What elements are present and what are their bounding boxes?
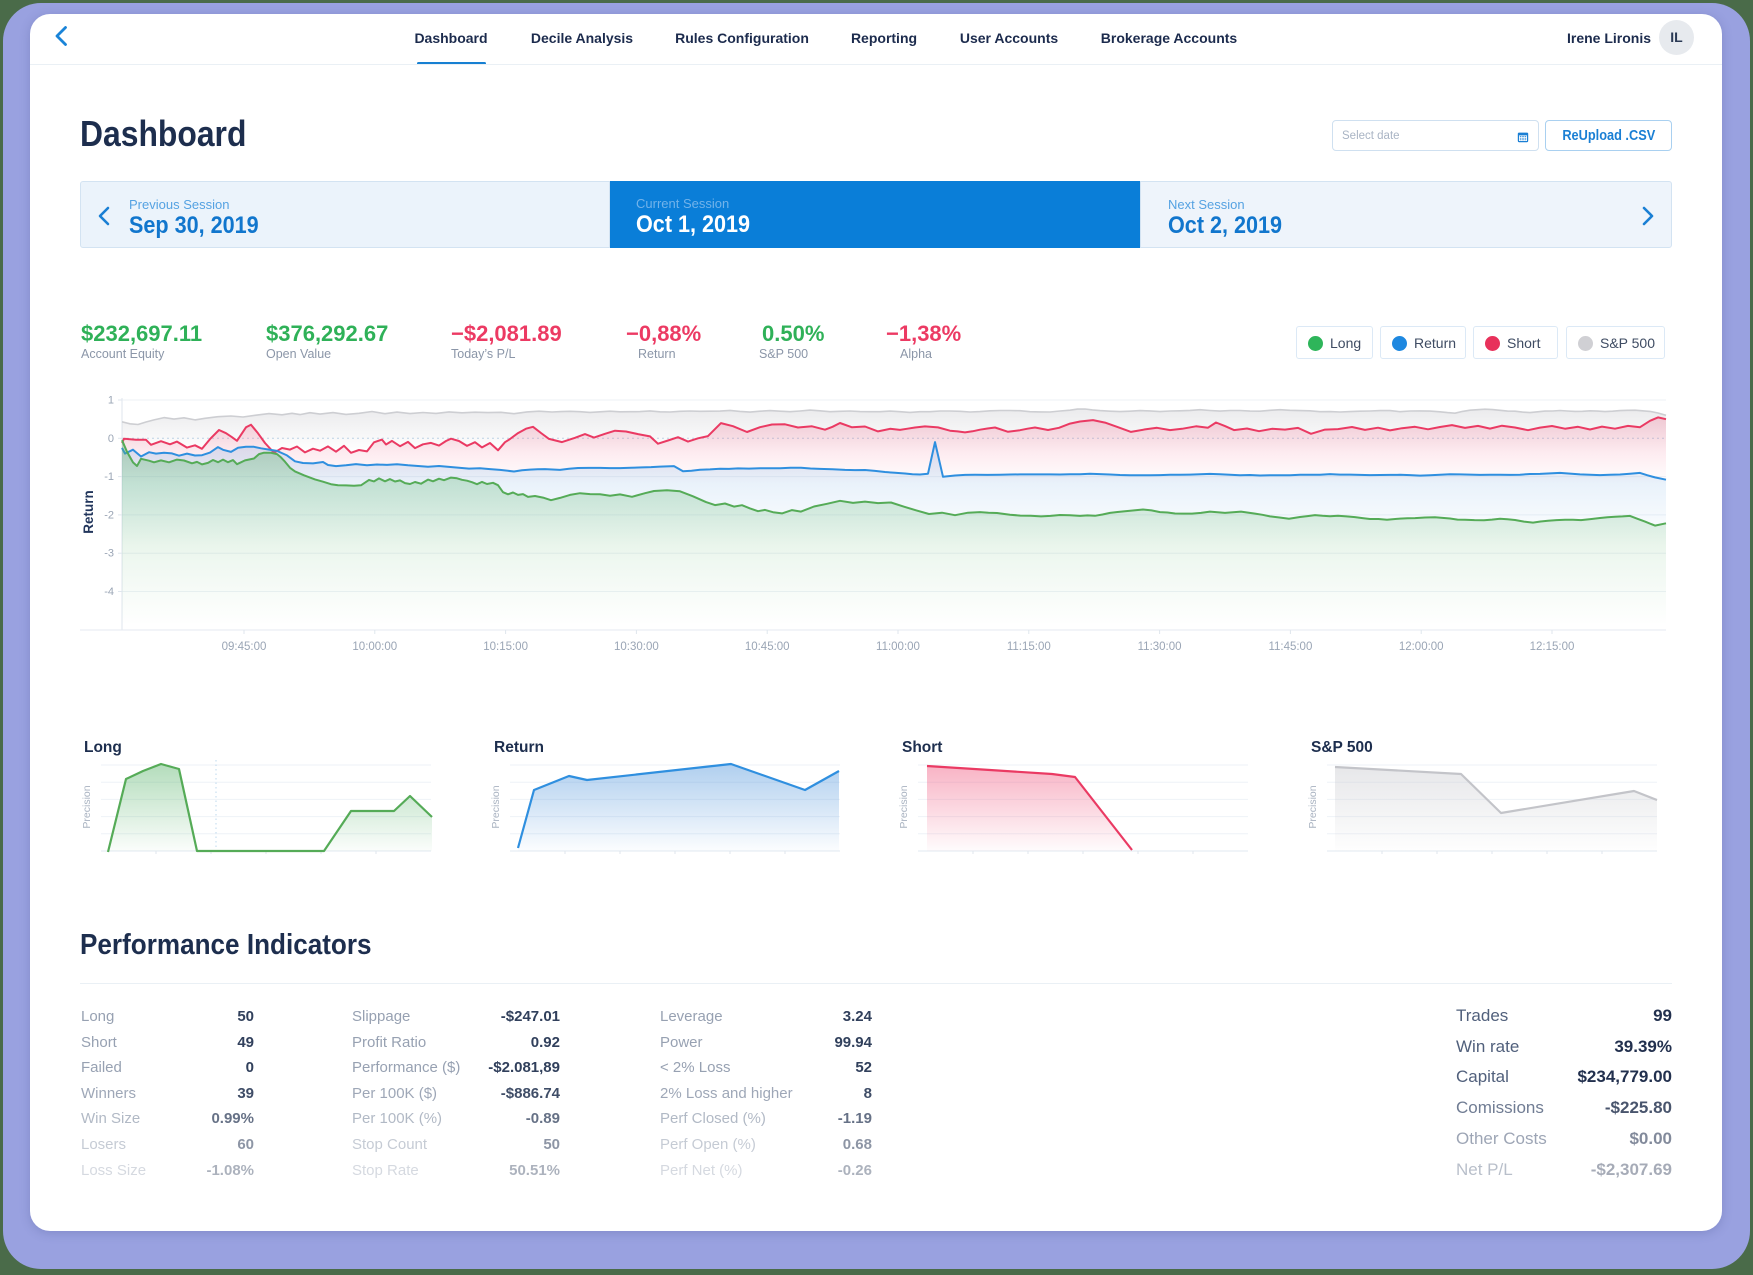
svg-text:11:45:00: 11:45:00 xyxy=(1268,641,1312,653)
svg-text:-4: -4 xyxy=(104,586,114,598)
svg-text:Precision: Precision xyxy=(898,785,910,828)
svg-text:09:45:00: 09:45:00 xyxy=(222,641,267,653)
svg-text:S&P 500: S&P 500 xyxy=(1311,739,1373,756)
svg-text:11:00:00: 11:00:00 xyxy=(876,641,920,653)
svg-text:11:30:00: 11:30:00 xyxy=(1138,641,1182,653)
svg-text:Return: Return xyxy=(81,490,96,534)
svg-text:10:15:00: 10:15:00 xyxy=(483,641,528,653)
svg-text:Precision: Precision xyxy=(81,785,93,828)
svg-text:0: 0 xyxy=(108,433,114,445)
svg-text:Long: Long xyxy=(84,739,122,756)
svg-text:Precision: Precision xyxy=(1307,785,1319,828)
svg-text:Return: Return xyxy=(494,739,544,756)
svg-text:10:45:00: 10:45:00 xyxy=(745,641,790,653)
svg-text:11:15:00: 11:15:00 xyxy=(1007,641,1051,653)
svg-text:Precision: Precision xyxy=(490,785,502,828)
svg-text:-3: -3 xyxy=(104,548,114,560)
svg-text:10:30:00: 10:30:00 xyxy=(614,641,659,653)
svg-text:10:00:00: 10:00:00 xyxy=(352,641,397,653)
svg-text:12:00:00: 12:00:00 xyxy=(1399,641,1444,653)
svg-text:-1: -1 xyxy=(104,471,114,483)
svg-text:12:15:00: 12:15:00 xyxy=(1530,641,1575,653)
svg-text:-2: -2 xyxy=(104,509,114,521)
svg-text:Short: Short xyxy=(902,739,942,756)
svg-text:1: 1 xyxy=(108,395,114,407)
